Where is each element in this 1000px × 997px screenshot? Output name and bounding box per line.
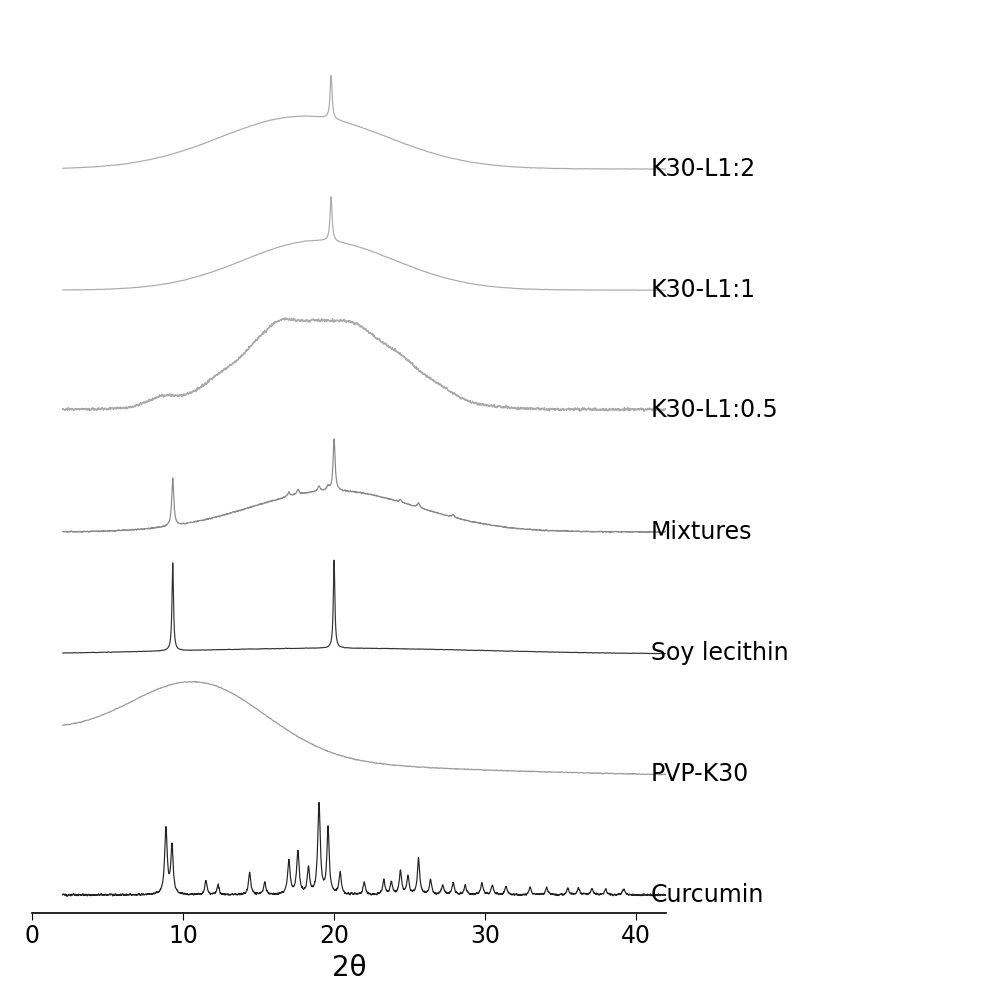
Text: PVP-K30: PVP-K30 bbox=[651, 762, 749, 786]
Text: K30-L1:1: K30-L1:1 bbox=[651, 278, 756, 302]
Text: Soy lecithin: Soy lecithin bbox=[651, 641, 788, 665]
Text: Mixtures: Mixtures bbox=[651, 519, 752, 543]
X-axis label: 2θ: 2θ bbox=[332, 954, 366, 982]
Text: Curcumin: Curcumin bbox=[651, 883, 764, 907]
Text: K30-L1:2: K30-L1:2 bbox=[651, 158, 756, 181]
Text: K30-L1:0.5: K30-L1:0.5 bbox=[651, 398, 778, 422]
